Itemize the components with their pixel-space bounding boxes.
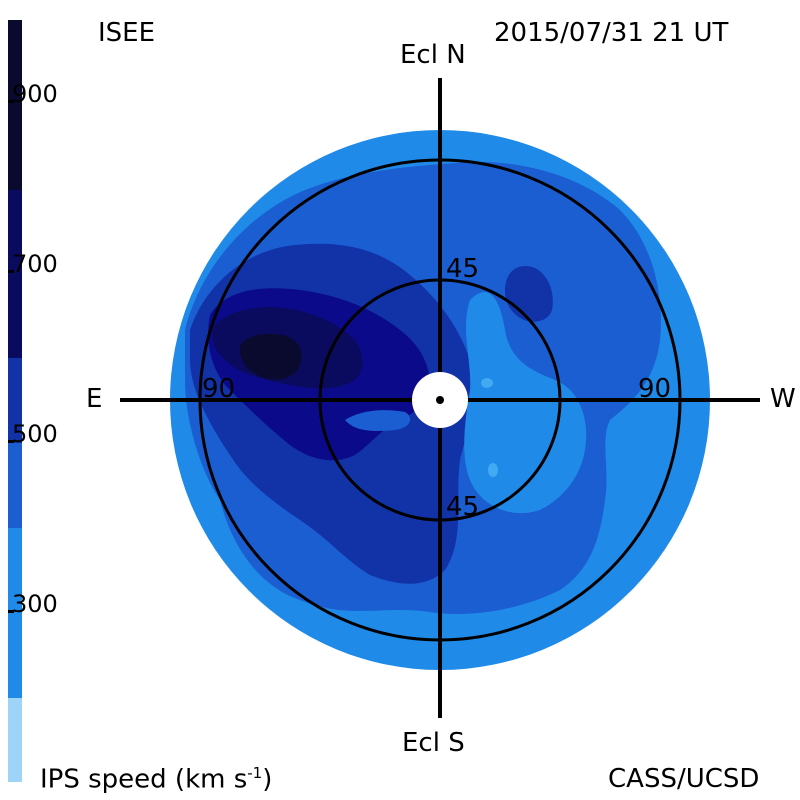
org-label: ISEE	[98, 18, 156, 48]
spot-2	[488, 463, 498, 477]
colorbar-band-6	[8, 698, 22, 782]
sun-center-dot	[436, 396, 444, 404]
colorbar-tick-500	[8, 440, 14, 443]
region-light-east	[464, 291, 587, 514]
timestamp: 2015/07/31 21 UT	[494, 18, 729, 48]
direction-west: W	[770, 384, 796, 414]
colorbar-label-700: 700	[12, 250, 58, 278]
spot-1	[481, 378, 493, 388]
ring-label-outer-east: 90	[202, 374, 236, 404]
colorbar-title-exponent: -1	[247, 764, 263, 782]
colorbar-title-end: )	[262, 764, 273, 795]
colorbar	[8, 20, 22, 782]
colorbar-band-2	[8, 190, 22, 358]
colorbar-label-300: 300	[12, 590, 58, 618]
colorbar-tick-700	[8, 270, 14, 273]
region-centre-mid	[345, 410, 411, 431]
region-core	[239, 333, 302, 380]
colorbar-tick-900	[8, 100, 14, 103]
colorbar-title: IPS speed (km s-1)	[40, 766, 272, 793]
direction-east: E	[86, 384, 103, 414]
colorbar-tick-300	[8, 610, 14, 613]
ring-label-outer-west: 90	[638, 374, 672, 404]
colorbar-band-5	[8, 528, 22, 698]
ring-label-inner-south: 45	[446, 492, 480, 522]
direction-south: Ecl S	[402, 728, 465, 758]
colorbar-label-500: 500	[12, 420, 58, 448]
colorbar-title-text: IPS speed (km s	[40, 764, 248, 795]
colorbar-band-1	[8, 20, 22, 190]
credit-label: CASS/UCSD	[608, 764, 760, 794]
direction-north: Ecl N	[400, 40, 466, 70]
colorbar-label-900: 900	[12, 80, 58, 108]
colorbar-band-4	[8, 443, 22, 528]
ring-label-inner-north: 45	[446, 254, 480, 284]
colorbar-band-3	[8, 358, 22, 443]
